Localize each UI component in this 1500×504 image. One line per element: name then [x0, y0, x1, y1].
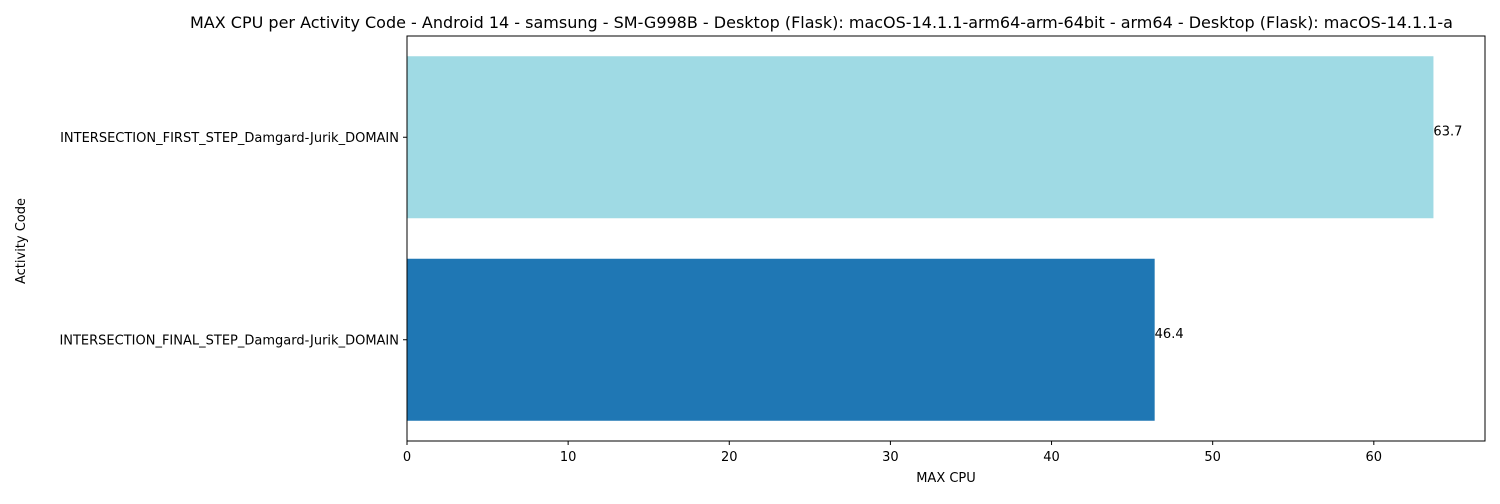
x-tick-label: 10	[560, 450, 577, 465]
y-axis-label: Activity Code	[14, 198, 29, 284]
chart-title: MAX CPU per Activity Code - Android 14 -…	[190, 13, 1453, 32]
bar	[407, 56, 1434, 219]
data-label: 46.4	[1155, 327, 1184, 342]
x-tick-label: 50	[1204, 450, 1221, 465]
bars-layer: 63.7 46.4	[407, 56, 1462, 421]
y-tick-label: INTERSECTION_FINAL_STEP_Damgard-Jurik_DO…	[59, 333, 399, 348]
axes-layer: INTERSECTION_FIRST_STEP_Damgard-Jurik_DO…	[59, 35, 1486, 465]
x-tick-label: 40	[1043, 450, 1060, 465]
bar	[407, 258, 1155, 421]
x-axis-label: MAX CPU	[916, 471, 976, 486]
plot-frame	[406, 35, 1486, 442]
x-tick-label: 60	[1366, 450, 1383, 465]
x-tick-label: 30	[882, 450, 899, 465]
y-tick-label: INTERSECTION_FIRST_STEP_Damgard-Jurik_DO…	[60, 131, 399, 146]
x-tick-label: 20	[721, 450, 738, 465]
data-label: 63.7	[1433, 124, 1462, 139]
x-tick-label: 0	[403, 450, 411, 465]
